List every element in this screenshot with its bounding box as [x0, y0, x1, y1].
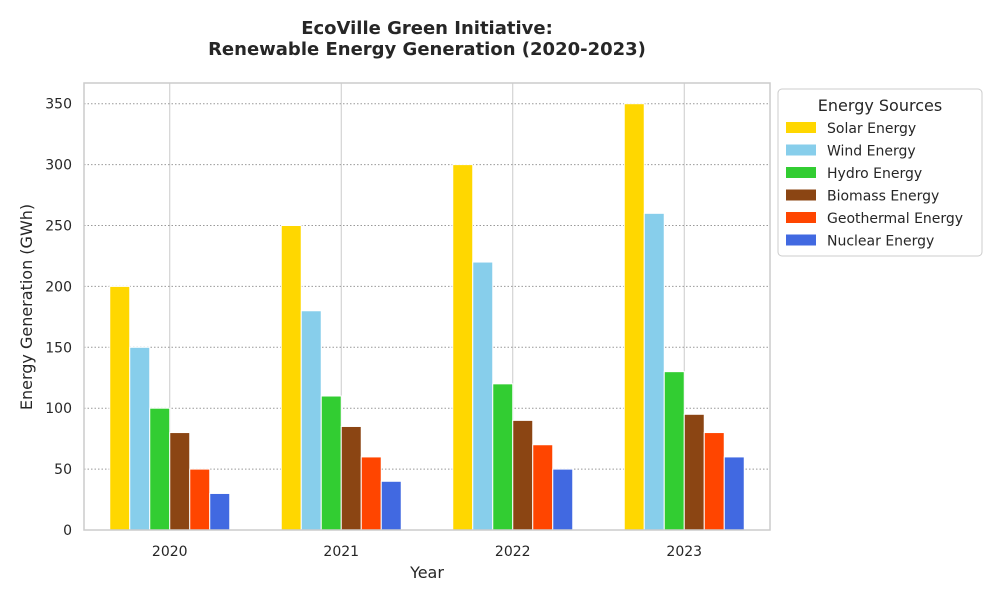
bar-wind-energy-2021 — [300, 310, 322, 531]
bar-hydro-energy-2021 — [320, 395, 342, 531]
legend-label: Hydro Energy — [827, 166, 922, 182]
x-ticks: 2020 2021 2022 2023 — [152, 544, 702, 560]
legend-label: Biomass Energy — [827, 189, 939, 205]
chart-title-line1: EcoVille Green Initiative: — [301, 18, 553, 39]
bar-hydro-energy-2020 — [149, 407, 171, 531]
y-tick-label: 150 — [45, 340, 72, 356]
bar-solar-energy-2020 — [109, 285, 131, 531]
y-tick-label: 50 — [54, 462, 72, 478]
bar-wind-energy-2022 — [472, 261, 494, 531]
bar-hydro-energy-2023 — [663, 371, 685, 531]
legend-label: Wind Energy — [827, 144, 916, 160]
bar-wind-energy-2023 — [643, 212, 665, 531]
y-tick-label: 250 — [45, 219, 72, 235]
bar-biomass-energy-2021 — [340, 425, 362, 531]
x-tick-label: 2023 — [666, 544, 702, 560]
legend-title: Energy Sources — [818, 96, 942, 115]
bar-nuclear-energy-2020 — [209, 492, 231, 531]
bar-solar-energy-2022 — [452, 164, 474, 531]
bar-geothermal-energy-2022 — [532, 444, 554, 531]
legend-swatch — [786, 212, 816, 223]
y-axis-label: Energy Generation (GWh) — [17, 204, 36, 410]
bars — [109, 103, 745, 531]
legend-label: Geothermal Energy — [827, 211, 963, 227]
bar-solar-energy-2021 — [280, 225, 302, 531]
legend-swatch — [786, 167, 816, 178]
y-ticks: 0 50 100 150 200 250 300 350 — [45, 97, 72, 539]
legend-items: Solar Energy Wind Energy Hydro Energy Bioma… — [786, 121, 963, 250]
legend-frame — [777, 88, 983, 257]
x-tick-label: 2020 — [152, 544, 188, 560]
plot-frame — [83, 82, 771, 531]
x-tick-label: 2021 — [323, 544, 359, 560]
x-tick-label: 2022 — [495, 544, 531, 560]
bar-hydro-energy-2022 — [492, 383, 514, 531]
bar-geothermal-energy-2023 — [703, 432, 725, 531]
legend-label: Solar Energy — [827, 121, 916, 137]
x-axis-label: Year — [409, 563, 444, 582]
bar-biomass-energy-2022 — [512, 419, 534, 531]
legend-swatch — [786, 189, 816, 201]
chart-title-line2: Renewable Energy Generation (2020-2023) — [208, 39, 646, 60]
bar-biomass-energy-2023 — [683, 413, 705, 531]
bar-nuclear-energy-2023 — [723, 456, 745, 531]
y-tick-label: 300 — [45, 158, 72, 174]
bar-geothermal-energy-2021 — [360, 456, 382, 531]
bar-wind-energy-2020 — [129, 346, 151, 531]
legend-swatch — [786, 122, 816, 133]
bar-nuclear-energy-2022 — [552, 468, 574, 531]
legend-swatch — [786, 144, 816, 156]
bar-geothermal-energy-2020 — [189, 468, 211, 531]
legend-label: Nuclear Energy — [827, 234, 934, 250]
bar-nuclear-energy-2021 — [380, 480, 402, 531]
bar-solar-energy-2023 — [623, 103, 645, 531]
y-tick-label: 200 — [45, 279, 72, 295]
legend-swatch — [786, 234, 816, 246]
y-tick-label: 100 — [45, 401, 72, 417]
bar-biomass-energy-2020 — [169, 432, 191, 531]
y-tick-label: 350 — [45, 97, 72, 113]
y-tick-label: 0 — [63, 523, 72, 539]
legend: Energy Sources Solar Energy Wind Energy Hy… — [777, 88, 983, 257]
